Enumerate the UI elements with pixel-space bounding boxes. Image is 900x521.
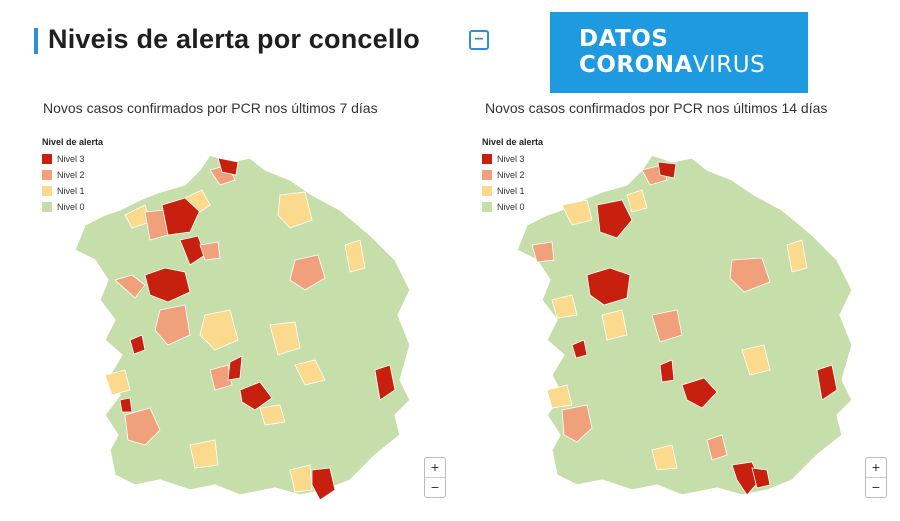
municipality-nivel-3[interactable] [144,267,191,303]
legend-swatch [42,186,52,196]
legend-label: Nivel 2 [497,170,525,180]
municipality-nivel-3[interactable] [311,467,336,501]
map-subtitle: Novos casos confirmados por PCR nos últi… [43,100,378,116]
municipality-nivel-1[interactable] [651,444,678,471]
legend-swatch [482,186,492,196]
legend-label: Nivel 3 [57,154,85,164]
legend-swatch [42,202,52,212]
municipality-nivel-1[interactable] [786,239,808,273]
municipality-nivel-2[interactable] [651,309,683,343]
zoom-out-button[interactable]: − [425,477,445,497]
zoom-control-14-days: + − [865,457,887,498]
galicia-base-region[interactable] [516,154,853,496]
logo-line-2-rest: VIRUS [692,52,766,78]
legend-item-nivel-3: Nivel 3 [482,151,543,167]
municipality-nivel-1[interactable] [741,344,771,376]
municipality-nivel-2[interactable] [199,241,221,261]
datos-coronavirus-logo: DATOS CORONAVIRUS [550,12,808,93]
municipality-nivel-1[interactable] [184,189,211,213]
collapse-button[interactable]: − [469,30,489,50]
municipality-nivel-1[interactable] [561,199,593,226]
legend-swatch [42,170,52,180]
municipality-nivel-2[interactable] [114,274,146,299]
municipality-nivel-2[interactable] [209,364,233,391]
municipality-nivel-3[interactable] [161,197,201,236]
legend-item-nivel-1: Nivel 1 [42,183,103,199]
legend-swatch [482,202,492,212]
municipality-nivel-2[interactable] [154,304,191,346]
municipality-nivel-2[interactable] [729,257,771,293]
municipality-nivel-1[interactable] [199,309,239,351]
galicia-map-7-days[interactable] [50,150,430,510]
municipality-nivel-2[interactable] [531,241,555,263]
galicia-base-region[interactable] [74,154,411,496]
municipality-nivel-3[interactable] [659,359,675,383]
logo-line-2: CORONAVIRUS [579,52,808,78]
municipality-nivel-3[interactable] [217,157,239,176]
municipality-nivel-1[interactable] [104,369,131,396]
municipality-nivel-2[interactable] [124,407,161,446]
municipality-nivel-3[interactable] [374,364,396,401]
map-subtitle: Novos casos confirmados por PCR nos últi… [485,100,828,116]
legend-item-nivel-0: Nivel 0 [42,199,103,215]
municipality-nivel-2[interactable] [706,434,728,461]
legend-item-nivel-2: Nivel 2 [482,167,543,183]
map-panel-14-days: Novos casos confirmados por PCR nos últi… [442,95,887,515]
zoom-out-button[interactable]: − [866,477,886,497]
legend-14-days: Nivel de alerta Nivel 3 Nivel 2 Nivel 1 … [482,137,543,215]
legend-swatch [482,154,492,164]
legend-swatch [42,154,52,164]
municipality-nivel-3[interactable] [129,334,146,355]
map-panel-7-days: Novos casos confirmados por PCR nos últi… [0,95,446,515]
legend-label: Nivel 3 [497,154,525,164]
municipality-nivel-3[interactable] [816,364,838,401]
municipality-nivel-1[interactable] [546,384,573,409]
legend-label: Nivel 1 [497,186,525,196]
legend-title: Nivel de alerta [42,137,104,147]
municipality-nivel-1[interactable] [277,191,313,229]
legend-item-nivel-0: Nivel 0 [482,199,543,215]
galicia-map-14-days[interactable] [492,150,872,510]
municipality-nivel-3[interactable] [657,161,677,179]
legend-item-nivel-3: Nivel 3 [42,151,103,167]
legend-7-days: Nivel de alerta Nivel 3 Nivel 2 Nivel 1 … [42,137,103,215]
municipality-nivel-3[interactable] [227,355,243,381]
legend-swatch [482,170,492,180]
municipality-nivel-3[interactable] [571,339,588,359]
municipality-nivel-3[interactable] [596,199,633,239]
municipality-nivel-3[interactable] [681,377,718,409]
logo-line-2-bold: CORONA [579,52,693,78]
municipality-nivel-2[interactable] [289,254,326,291]
municipality-nivel-1[interactable] [601,309,628,341]
legend-label: Nivel 0 [57,202,85,212]
legend-label: Nivel 0 [497,202,525,212]
title-accent-bar [34,28,38,54]
municipality-nivel-3[interactable] [751,467,771,489]
municipality-nivel-1[interactable] [289,464,313,493]
municipality-nivel-3[interactable] [119,397,133,413]
page-title: Niveis de alerta por concello [48,24,420,54]
legend-item-nivel-1: Nivel 1 [482,183,543,199]
municipality-nivel-1[interactable] [626,189,648,213]
municipality-nivel-1[interactable] [259,404,286,426]
legend-item-nivel-2: Nivel 2 [42,167,103,183]
municipality-nivel-1[interactable] [294,359,326,386]
legend-label: Nivel 1 [57,186,85,196]
municipality-nivel-1[interactable] [551,294,578,319]
legend-label: Nivel 2 [57,170,85,180]
municipality-nivel-3[interactable] [239,381,273,411]
logo-line-1: DATOS [579,26,669,52]
municipality-nivel-1[interactable] [269,321,301,356]
zoom-in-button[interactable]: + [871,459,881,475]
municipality-nivel-1[interactable] [344,239,366,273]
municipality-nivel-1[interactable] [189,439,219,469]
municipality-nivel-3[interactable] [586,267,631,306]
legend-title: Nivel de alerta [482,137,544,147]
zoom-control-7-days: + − [424,457,446,498]
zoom-in-button[interactable]: + [430,459,440,475]
municipality-nivel-2[interactable] [561,404,593,443]
